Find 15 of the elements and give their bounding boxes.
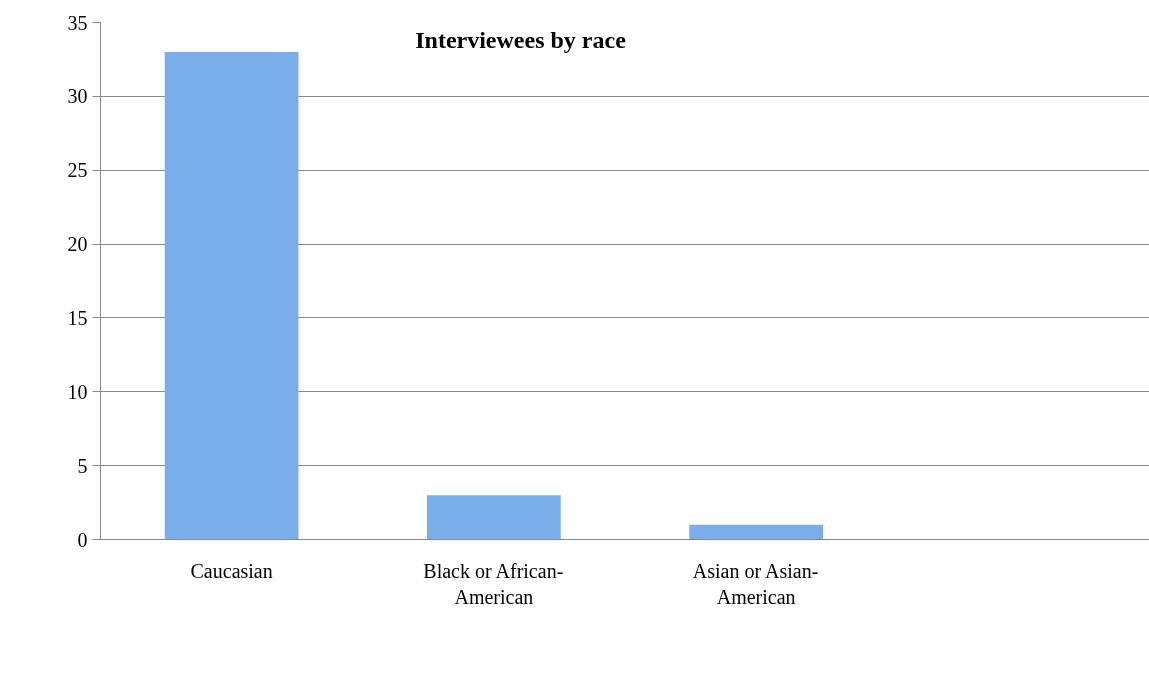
chart-title: Interviewees by race [415,26,627,53]
y-tick-label: 0 [77,528,88,551]
bar [164,52,299,540]
y-tick-label: 20 [67,233,88,256]
y-tick-label: 15 [67,306,88,329]
y-tick-label: 35 [67,11,88,34]
x-tick-label: Asian or Asian-American [692,559,819,608]
y-tick-label: 25 [67,159,88,182]
y-tick-label: 5 [77,454,88,477]
x-tick-label: Black or African-American [423,559,564,608]
x-tick-label: Caucasian [190,559,273,582]
y-tick-label: 30 [67,85,88,108]
bar [427,495,561,540]
bar [689,524,823,540]
y-tick-label: 10 [67,380,88,403]
